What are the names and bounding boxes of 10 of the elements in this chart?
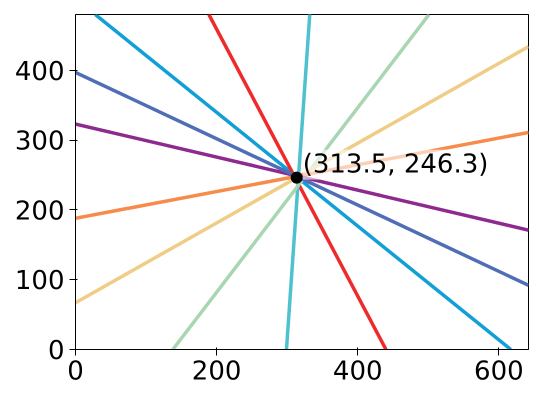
x-tick-label: 200: [192, 356, 242, 386]
x-tick-label: 0: [67, 356, 84, 386]
y-tick-label: 300: [14, 126, 65, 157]
x-tick-label: 400: [332, 356, 383, 386]
y-tick-label: 400: [14, 56, 65, 87]
x-tick-label: 600: [474, 356, 524, 386]
annotation: (313.5, 246.3): [302, 150, 488, 180]
y-tick-label: 0: [48, 336, 65, 366]
y-tick-label: 100: [14, 266, 65, 296]
y-tick-label: 200: [14, 196, 65, 226]
